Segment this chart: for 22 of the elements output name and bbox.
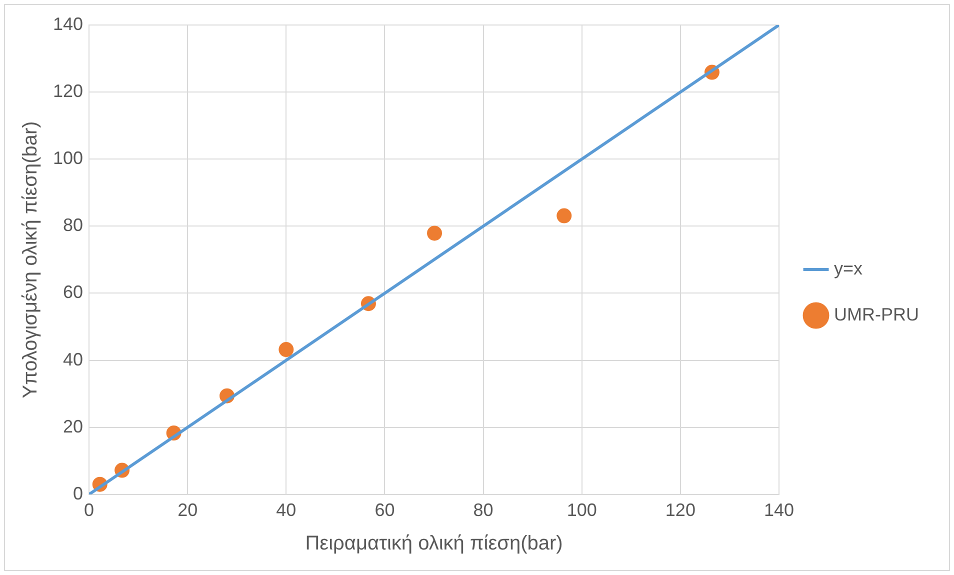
- y-tick-label: 80: [63, 215, 84, 236]
- x-tick-label: 100: [566, 500, 597, 520]
- x-tick-label: 60: [374, 500, 395, 520]
- legend-label: y=x: [834, 258, 863, 278]
- y-tick-label: 140: [52, 14, 84, 34]
- point: [278, 342, 294, 358]
- y-tick-label: 60: [63, 282, 84, 302]
- point: [427, 226, 442, 241]
- x-tick-label: 140: [764, 500, 794, 520]
- legend-label: UMR-PRU: [834, 304, 920, 324]
- x-tick-label: 40: [276, 500, 296, 520]
- y-tick-label: 120: [52, 81, 84, 102]
- y-tick-label: 20: [63, 416, 84, 436]
- y-tick-label: 100: [52, 148, 84, 168]
- y-axis-title: Υπολογισμένη ολική πίεση(bar): [20, 121, 42, 398]
- y-tick-label: 0: [73, 483, 84, 504]
- x-tick-label: 80: [473, 500, 494, 520]
- point: [556, 208, 572, 224]
- y-tick-label: 40: [63, 349, 84, 370]
- x-tick-label: 120: [665, 500, 696, 520]
- x-tick-label: 20: [178, 500, 198, 520]
- x-axis-title: Πειραματική ολική πίεση(bar): [305, 532, 563, 555]
